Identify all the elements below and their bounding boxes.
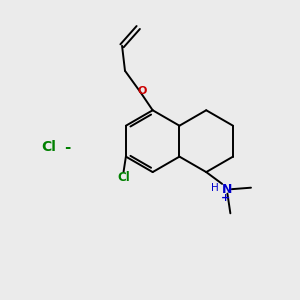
Text: +: + [221, 193, 231, 203]
Text: O: O [137, 86, 146, 96]
Text: Cl: Cl [41, 140, 56, 154]
Text: Cl: Cl [117, 171, 130, 184]
Text: H: H [211, 183, 219, 193]
Text: N: N [222, 183, 233, 196]
Text: -: - [64, 140, 70, 154]
